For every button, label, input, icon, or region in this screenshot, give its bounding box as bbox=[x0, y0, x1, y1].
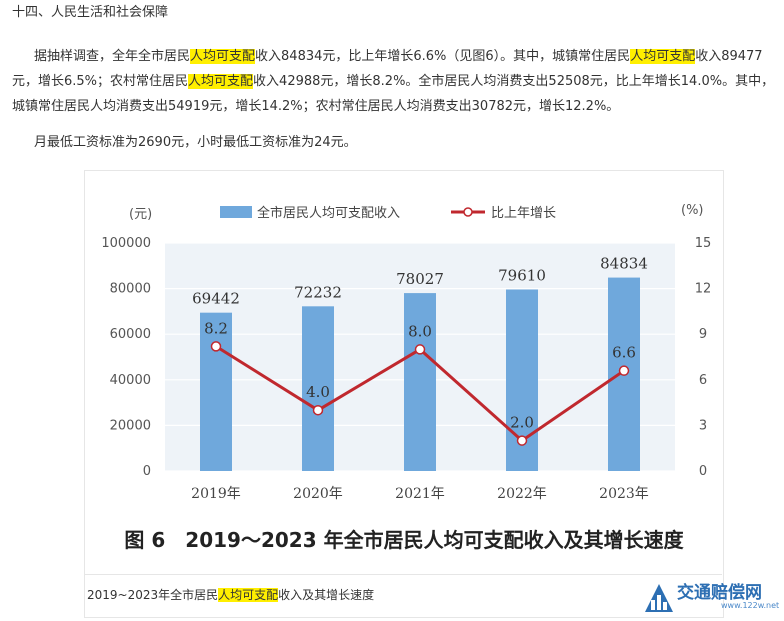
y-right-tick-label: 0 bbox=[699, 464, 707, 479]
highlight-term: 人均可支配 bbox=[190, 49, 256, 64]
y-right-tick-label: 15 bbox=[695, 236, 712, 251]
para-text: 收入89477元，增长6.5%；农村常住居民 bbox=[12, 49, 763, 89]
figure-caption: 2019~2023年全市居民人均可支配收入及其增长速度 bbox=[84, 574, 722, 616]
y-right-tick-label: 9 bbox=[699, 327, 707, 342]
x-tick-label: 2019年 bbox=[191, 486, 241, 502]
legend-bar-label: 全市居民人均可支配收入 bbox=[257, 205, 400, 221]
growth-point bbox=[516, 435, 528, 446]
income-bar bbox=[302, 306, 334, 471]
bar-value-label: 69442 bbox=[192, 290, 240, 308]
site-watermark: 交通赔偿网 www.122w.net bbox=[641, 578, 781, 618]
section-title: 十四、人民生活和社会保障 bbox=[12, 5, 169, 20]
growth-value-label: 2.0 bbox=[510, 414, 534, 432]
y-left-tick-label: 20000 bbox=[110, 418, 151, 433]
x-tick-label: 2021年 bbox=[395, 486, 445, 502]
bar-value-label: 84834 bbox=[600, 255, 648, 273]
legend-line-marker bbox=[463, 207, 473, 217]
para-text: 收入42988元，增长8.2%。全市居民人均消费支出52508元，比上年增长14… bbox=[12, 74, 775, 114]
y-left-tick-label: 0 bbox=[143, 464, 151, 479]
chart-title: 图 6 2019～2023 年全市居民人均可支配收入及其增长速度 bbox=[124, 528, 684, 552]
income-chart: 100000 15 80000 12 60000 9 40000 6 20000 3 0 0 (元) (%… bbox=[101, 203, 712, 552]
bar-value-label: 79610 bbox=[498, 266, 546, 284]
y-right-unit: (%) bbox=[681, 203, 704, 218]
legend-bar-swatch bbox=[220, 206, 252, 218]
growth-value-label: 8.0 bbox=[408, 322, 432, 340]
x-tick-label: 2020年 bbox=[293, 486, 343, 502]
growth-value-label: 6.6 bbox=[612, 344, 636, 362]
growth-point bbox=[210, 341, 222, 352]
watermark-url: www.122w.net bbox=[721, 601, 780, 610]
y-left-tick-label: 60000 bbox=[110, 327, 151, 342]
y-left-tick-label: 40000 bbox=[110, 373, 151, 388]
caption-text: 收入及其增长速度 bbox=[278, 588, 375, 602]
bar-value-label: 78027 bbox=[396, 270, 444, 288]
income-bar bbox=[404, 293, 436, 471]
growth-point bbox=[414, 344, 426, 355]
y-left-tick-label: 80000 bbox=[110, 282, 151, 297]
y-right-tick-label: 6 bbox=[699, 373, 707, 388]
caption-highlight: 人均可支配 bbox=[218, 588, 279, 602]
legend-line-label: 比上年增长 bbox=[491, 206, 556, 221]
y-left-unit: (元) bbox=[129, 207, 152, 222]
watermark-title: 交通赔偿网 bbox=[677, 583, 762, 603]
minimum-wage-paragraph: 月最低工资标准为2690元，小时最低工资标准为24元。 bbox=[34, 135, 357, 150]
growth-point bbox=[618, 365, 630, 376]
income-paragraph: 据抽样调查，全年全市居民人均可支配收入84834元，比上年增长6.6%（见图6）… bbox=[12, 44, 778, 119]
x-tick-label: 2023年 bbox=[599, 486, 649, 502]
growth-value-label: 4.0 bbox=[306, 383, 330, 401]
y-right-tick-label: 12 bbox=[695, 282, 712, 297]
highlight-term: 人均可支配 bbox=[630, 49, 696, 64]
growth-value-label: 8.2 bbox=[204, 319, 228, 337]
growth-point bbox=[312, 404, 324, 416]
caption-text: 2019~2023年全市居民 bbox=[87, 588, 219, 602]
figure-6: 100000 15 80000 12 60000 9 40000 6 20000 3 0 0 (元) (%… bbox=[84, 170, 724, 618]
x-tick-label: 2022年 bbox=[497, 486, 547, 502]
income-bar bbox=[200, 312, 232, 471]
highlight-term: 人均可支配 bbox=[188, 74, 254, 89]
para-text: 据抽样调查，全年全市居民 bbox=[34, 49, 191, 64]
y-left-tick-label: 100000 bbox=[101, 236, 151, 251]
para-text: 收入84834元，比上年增长6.6%（见图6）。其中，城镇常住居民 bbox=[255, 49, 631, 64]
watermark-logo-icon bbox=[645, 584, 673, 612]
y-right-tick-label: 3 bbox=[699, 418, 707, 433]
bar-value-label: 72232 bbox=[294, 283, 342, 301]
